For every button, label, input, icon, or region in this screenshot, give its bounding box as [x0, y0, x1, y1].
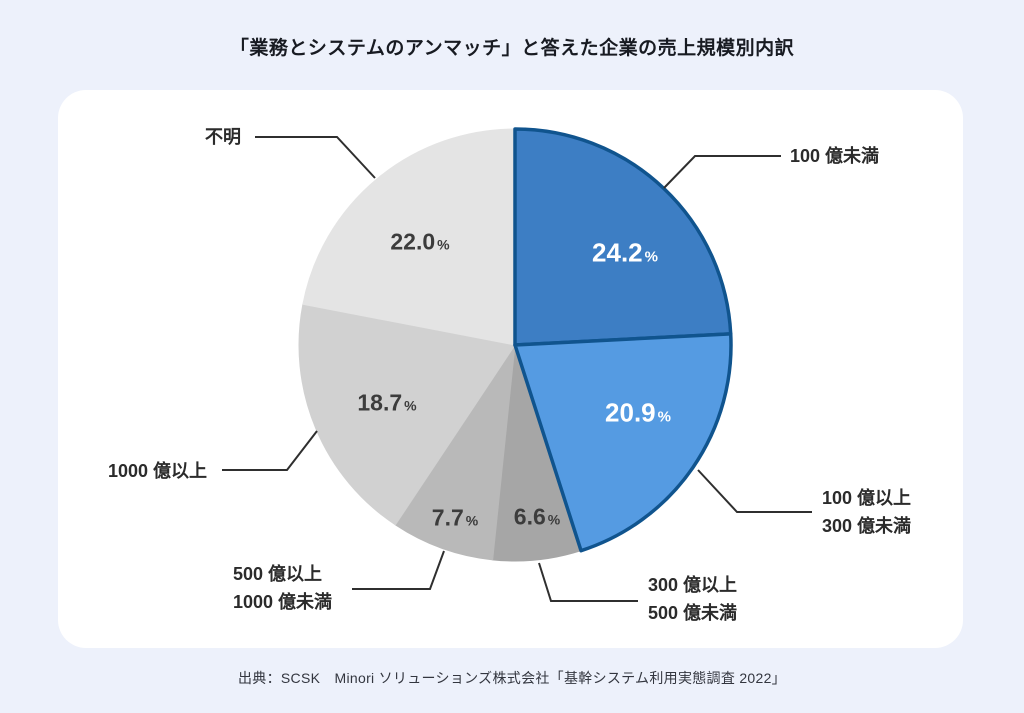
pie-percent-label-100-300: 20.9% [605, 397, 671, 428]
pie-slice-0 [513, 127, 733, 347]
leader-line-300-500 [538, 562, 638, 602]
pie-percent-label-300-500: 6.6% [513, 503, 561, 530]
leader-lines [222, 136, 812, 602]
pie-slice-5 [302, 128, 516, 346]
pie-percent-label-under-100: 24.2% [592, 237, 658, 268]
leader-line-100-300 [697, 469, 812, 513]
pie-category-label-over-1000: 1000 億以上 [108, 461, 208, 481]
pie-category-label-unknown: 不明 [205, 127, 241, 147]
chart-title: 「業務とシステムのアンマッチ」と答えた企業の売上規模別内訳 [229, 38, 795, 59]
pie-percent-label-500-1000: 7.7% [431, 504, 479, 531]
leader-line-unknown [255, 136, 376, 179]
pie-category-label-100-300: 100 億以上 300 億未満 [822, 488, 912, 536]
leader-line-under-100 [663, 155, 781, 189]
pie-category-label-300-500: 300 億以上 500 億未満 [648, 575, 738, 623]
pie-slice-4 [298, 303, 516, 526]
pie-slice-3 [394, 344, 516, 561]
leader-line-500-1000 [352, 550, 445, 590]
source-caption: 出典：SCSK Minori ソリューションズ株式会社「基幹システム利用実態調査… [238, 670, 786, 686]
pie-percent-label-unknown: 22.0% [390, 228, 450, 255]
leader-line-over-1000 [222, 430, 318, 471]
pie-category-label-under-100: 100 億未満 [790, 146, 880, 166]
pie-category-label-500-1000: 500 億以上 1000 億未満 [233, 564, 333, 612]
pie-slices [298, 127, 733, 562]
pie-slice-1 [513, 332, 733, 553]
pie-percent-label-over-1000: 18.7% [357, 389, 417, 416]
